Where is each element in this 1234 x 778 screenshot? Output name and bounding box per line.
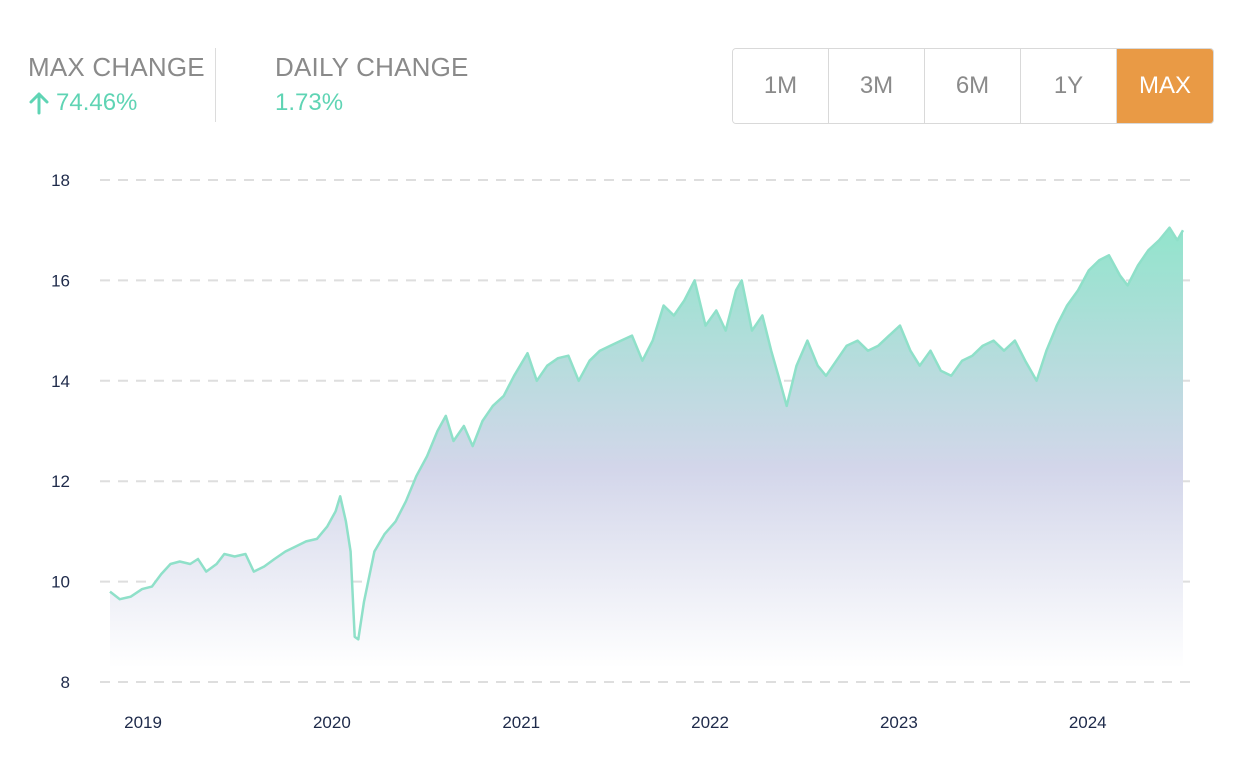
y-tick-label-8: 8 bbox=[61, 673, 70, 692]
time-range-selector: 1M 3M 6M 1Y MAX bbox=[732, 48, 1214, 124]
x-tick-label-2021: 2021 bbox=[502, 713, 540, 732]
y-tick-label-10: 10 bbox=[51, 573, 70, 592]
range-button-6m[interactable]: 6M bbox=[925, 49, 1021, 123]
daily-change-stat: DAILY CHANGE 1.73% bbox=[275, 50, 469, 118]
y-axis: 8 10 12 14 16 18 bbox=[51, 171, 70, 692]
x-tick-label-2023: 2023 bbox=[880, 713, 918, 732]
series bbox=[109, 226, 1185, 668]
y-tick-label-16: 16 bbox=[51, 271, 70, 290]
max-change-stat: MAX CHANGE 74.46% bbox=[28, 50, 205, 118]
y-tick-label-18: 18 bbox=[51, 171, 70, 190]
series-line bbox=[109, 226, 1185, 641]
x-tick-label-2024: 2024 bbox=[1069, 713, 1107, 732]
stats-divider bbox=[215, 48, 216, 122]
range-button-max[interactable]: MAX bbox=[1117, 49, 1213, 123]
range-button-1m[interactable]: 1M bbox=[733, 49, 829, 123]
x-tick-label-2019: 2019 bbox=[124, 713, 162, 732]
daily-change-value-row: 1.73% bbox=[275, 88, 469, 118]
y-tick-label-14: 14 bbox=[51, 372, 70, 391]
series-area bbox=[110, 227, 1183, 668]
max-change-value: 74.46% bbox=[56, 89, 138, 116]
range-button-1y[interactable]: 1Y bbox=[1021, 49, 1117, 123]
max-change-label: MAX CHANGE bbox=[28, 52, 205, 82]
x-tick-label-2020: 2020 bbox=[313, 713, 351, 732]
x-axis: 2019 2020 2021 2022 2023 2024 bbox=[124, 713, 1107, 732]
x-tick-label-2022: 2022 bbox=[691, 713, 729, 732]
arrow-up-icon bbox=[29, 92, 49, 115]
daily-change-value: 1.73% bbox=[275, 89, 344, 116]
daily-change-label: DAILY CHANGE bbox=[275, 52, 469, 82]
range-button-3m[interactable]: 3M bbox=[829, 49, 925, 123]
max-change-value-row: 74.46% bbox=[28, 88, 205, 118]
y-tick-label-12: 12 bbox=[51, 472, 70, 491]
